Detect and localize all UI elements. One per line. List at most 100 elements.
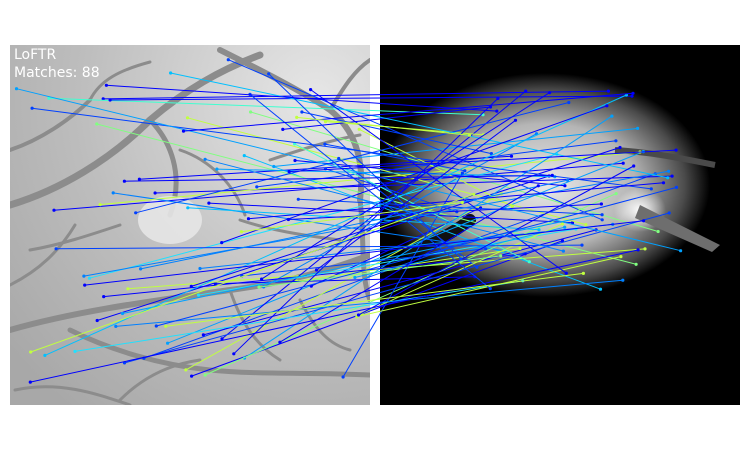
- match-line: [124, 174, 553, 182]
- keypoint-right: [472, 192, 476, 196]
- keypoint-left: [98, 203, 102, 207]
- keypoint-right: [548, 91, 552, 95]
- keypoint-left: [102, 295, 106, 299]
- match-line: [124, 212, 670, 364]
- keypoint-right: [614, 139, 618, 143]
- keypoint-left: [164, 324, 168, 328]
- keypoint-left: [190, 374, 194, 378]
- match-line: [241, 248, 486, 277]
- match-line: [354, 226, 565, 278]
- keypoint-right: [634, 262, 638, 266]
- match-line: [170, 72, 668, 179]
- keypoint-left: [337, 156, 341, 161]
- match-line: [30, 249, 639, 383]
- matches-count-label: Matches: 88: [14, 65, 100, 81]
- keypoint-left: [323, 142, 327, 146]
- keypoint-right: [488, 287, 492, 291]
- keypoint-right: [619, 255, 623, 259]
- match-line: [268, 73, 462, 260]
- match-line: [279, 185, 539, 343]
- keypoint-left: [353, 275, 357, 280]
- keypoint-right: [513, 118, 518, 122]
- keypoint-right: [621, 161, 625, 165]
- keypoint-right: [496, 96, 500, 100]
- keypoint-left: [232, 352, 236, 356]
- keypoint-left: [287, 170, 291, 174]
- match-line: [294, 143, 530, 263]
- keypoint-right: [630, 94, 634, 98]
- match-line: [127, 248, 646, 290]
- keypoint-left: [239, 230, 243, 234]
- keypoint-left: [82, 274, 86, 278]
- keypoint-right: [599, 202, 604, 206]
- keypoint-left: [226, 58, 230, 62]
- keypoint-left: [314, 268, 319, 272]
- keypoint-right: [580, 243, 584, 247]
- match-line: [204, 158, 564, 252]
- keypoint-left: [14, 87, 19, 91]
- keypoint-left: [29, 350, 33, 354]
- match-line: [183, 92, 634, 132]
- match-line: [110, 95, 633, 101]
- keypoint-right: [636, 126, 640, 130]
- match-line: [113, 192, 506, 252]
- match-line: [310, 89, 567, 274]
- keypoint-left: [196, 293, 201, 297]
- match-line: [261, 92, 550, 280]
- match-line: [325, 168, 457, 213]
- keypoint-right: [636, 248, 640, 252]
- match-line: [324, 143, 465, 172]
- keypoint-right: [674, 148, 678, 152]
- match-line: [106, 84, 497, 112]
- keypoint-left: [95, 122, 99, 126]
- keypoint-left: [169, 71, 173, 75]
- keypoint-left: [215, 167, 219, 171]
- match-line: [56, 244, 583, 250]
- keypoint-left: [137, 177, 141, 181]
- keypoint-left: [189, 284, 193, 288]
- match-line: [187, 117, 587, 226]
- keypoint-left: [260, 277, 264, 281]
- match-line: [96, 123, 637, 265]
- keypoint-left: [203, 157, 207, 161]
- match-line: [249, 94, 491, 289]
- match-line: [338, 158, 478, 268]
- match-line: [155, 175, 673, 194]
- keypoint-left: [101, 97, 105, 101]
- keypoint-left: [185, 116, 190, 120]
- keypoint-left: [166, 341, 170, 345]
- keypoint-left: [255, 185, 259, 189]
- keypoint-right: [460, 200, 464, 205]
- keypoint-left: [296, 197, 300, 201]
- keypoint-left: [83, 283, 87, 287]
- keypoint-right: [518, 246, 522, 251]
- keypoint-left: [356, 313, 361, 317]
- keypoint-left: [184, 368, 188, 372]
- keypoint-left: [198, 266, 202, 271]
- match-line: [294, 160, 565, 187]
- keypoint-right: [460, 171, 464, 175]
- keypoint-right: [537, 228, 541, 232]
- match-line: [356, 256, 622, 318]
- keypoint-right: [631, 91, 635, 95]
- match-line: [122, 214, 593, 314]
- keypoint-left: [47, 96, 51, 100]
- keypoint-left: [201, 333, 205, 337]
- keypoint-right: [670, 174, 674, 178]
- keypoint-right: [600, 218, 604, 222]
- keypoint-left: [220, 337, 224, 341]
- keypoint-right: [560, 222, 565, 226]
- match-line: [208, 202, 573, 224]
- keypoint-right: [489, 152, 493, 156]
- keypoint-right: [527, 260, 531, 264]
- keypoint-left: [73, 349, 77, 353]
- keypoint-right: [679, 249, 683, 253]
- keypoint-left: [293, 158, 297, 163]
- keypoint-left: [295, 115, 299, 119]
- match-line: [84, 220, 644, 286]
- keypoint-left: [293, 142, 297, 146]
- keypoint-left: [181, 129, 186, 133]
- keypoint-right: [509, 154, 514, 158]
- keypoint-right: [666, 176, 670, 180]
